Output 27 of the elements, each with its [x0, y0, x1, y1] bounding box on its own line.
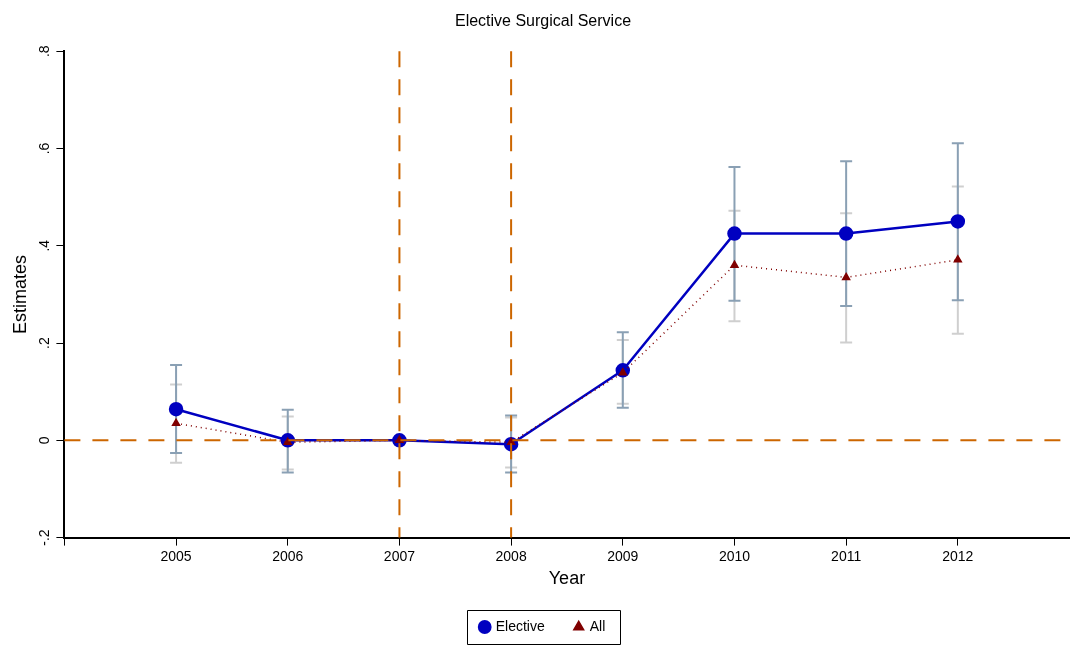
y-tick-label: 0: [36, 436, 53, 445]
point: [727, 226, 742, 241]
x-tick-label: 2012: [942, 547, 974, 564]
x-tick-label: 2008: [495, 547, 527, 564]
y-tick-label: .6: [36, 142, 53, 155]
x-tick-label: 2007: [383, 547, 416, 564]
legend-label: All: [589, 617, 606, 634]
y-tick-label: .4: [36, 239, 53, 252]
point: [730, 260, 739, 268]
chart-title: Elective Surgical Service: [454, 12, 632, 30]
x-tick-label: 2011: [831, 547, 862, 564]
x-tick-label: 2010: [718, 547, 751, 564]
y-tick-label: -.2: [36, 529, 53, 546]
point: [168, 401, 184, 417]
legend-label: Elective: [495, 617, 545, 634]
y-axis-title: Estimates: [9, 254, 30, 334]
point: [950, 214, 966, 229]
point: [841, 272, 851, 281]
y-tick-label: .8: [36, 45, 53, 58]
x-tick-label: 2006: [272, 547, 304, 564]
point: [171, 418, 181, 427]
point: [953, 255, 963, 263]
y-tick-label: .2: [36, 336, 53, 349]
x-tick-label: 2009: [607, 547, 639, 564]
point: [838, 226, 854, 241]
x-tick-label: 2005: [160, 547, 192, 564]
x-axis-title: Year: [548, 568, 586, 589]
